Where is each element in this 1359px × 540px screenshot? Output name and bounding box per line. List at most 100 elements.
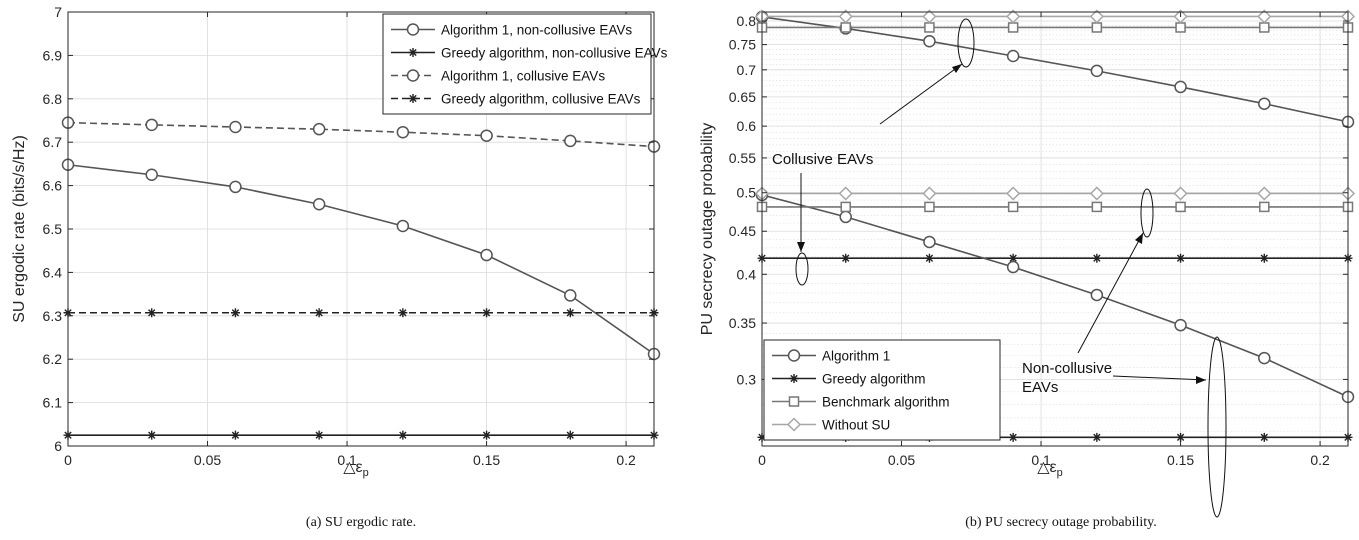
series-7-point xyxy=(1006,186,1021,201)
annotation-noncollusive: Non-collusive EAVs xyxy=(1022,360,1116,396)
axes-box-b xyxy=(761,11,1349,447)
y-tick-label: 6 xyxy=(54,438,62,454)
series-0-point xyxy=(923,34,936,48)
ticks-a: 0 0.05 0.1 0.15 0.2 6 6.1 6.2 6.3 6.4 6.5 6.6 6.7 6.8… xyxy=(43,4,654,468)
y-tick-label: 0.6 xyxy=(737,118,757,134)
series-3-point xyxy=(1257,9,1272,24)
y-tick-label: 6.4 xyxy=(43,264,63,280)
series-7-point xyxy=(1173,186,1188,201)
arrow-collusive-top-head xyxy=(952,64,962,73)
y-tick-label: 0.75 xyxy=(729,37,756,53)
series-3-point xyxy=(922,9,937,24)
y-tick-label: 6.7 xyxy=(43,134,63,150)
series-3-point xyxy=(565,308,575,318)
series-2-point xyxy=(564,134,577,148)
series-4-point xyxy=(1006,260,1020,274)
legend-marker xyxy=(406,69,420,82)
y-axis-label-b: PU secrecy outage probability xyxy=(699,123,716,336)
series-4-point xyxy=(1174,318,1187,332)
y-tick-label: 6.9 xyxy=(43,47,63,63)
series-2-point xyxy=(1259,22,1270,33)
series-1-point xyxy=(1092,253,1102,263)
series-0-point xyxy=(145,168,158,181)
legend-box xyxy=(763,339,1001,441)
grid-a xyxy=(67,11,654,447)
series-6-point xyxy=(1175,201,1186,213)
arrow-noncollusive-bottom-head xyxy=(1196,376,1206,384)
y-tick-label: 6.5 xyxy=(43,221,63,237)
annotation-noncollusive-line1: Non-collusive xyxy=(1022,360,1112,377)
series-1-point xyxy=(565,430,575,440)
x-tick-label: 0 xyxy=(64,452,72,468)
y-tick-label: 7 xyxy=(54,4,62,20)
legend-marker xyxy=(788,396,800,407)
series-3-point xyxy=(1006,9,1021,24)
legend-box xyxy=(382,13,652,115)
x-tick-label: 0.05 xyxy=(888,452,915,468)
y-tick-label: 6.3 xyxy=(43,308,63,324)
legend-a: Algorithm 1, non-collusive EAVs Greedy al… xyxy=(382,13,668,115)
series-6-point xyxy=(840,201,851,213)
x-tick-label: 0.15 xyxy=(473,452,500,468)
series-1-point xyxy=(314,430,324,440)
series-0-point xyxy=(480,248,493,262)
series-2-point xyxy=(1091,22,1103,33)
x-axis-label-b-sub: p xyxy=(1057,467,1063,479)
x-axis-label-a-sub: p xyxy=(363,467,369,479)
y-tick-label: 0.5 xyxy=(737,185,757,201)
series-7-point xyxy=(922,186,937,201)
series-2-point xyxy=(229,120,242,134)
series-2-point xyxy=(396,125,410,139)
y-tick-label: 6.1 xyxy=(43,395,63,411)
series-line-0 xyxy=(67,163,655,355)
series-5-point xyxy=(1259,432,1269,442)
panel-a: 0 0.05 0.1 0.15 0.2 6 6.1 6.2 6.3 6.4 6.5 6.6 6.7 6.8… xyxy=(11,4,668,530)
series-line-2 xyxy=(67,121,655,148)
series-4-point xyxy=(839,210,852,224)
y-tick-label: 6.2 xyxy=(43,351,63,367)
legend-label: Greedy algorithm, collusive EAVs xyxy=(441,92,641,107)
annotation-shapes xyxy=(795,18,1227,518)
caption-a: (a) SU ergodic rate. xyxy=(306,515,416,530)
arrow-collusive-top xyxy=(879,63,963,125)
series-0-point xyxy=(1258,97,1271,110)
series-0-point xyxy=(396,219,410,233)
series-3-point xyxy=(314,308,324,318)
y-tick-label: 6.8 xyxy=(43,91,63,107)
series-6-point xyxy=(1091,201,1103,213)
series-5-point xyxy=(1008,432,1018,442)
series-7-point xyxy=(1089,186,1104,201)
arrow-collusive-bottom-head xyxy=(797,242,805,252)
x-tick-label: 0.1 xyxy=(1031,452,1051,468)
series-6-point xyxy=(1007,201,1019,213)
series-0-point xyxy=(1090,64,1104,78)
series-0-point xyxy=(1174,80,1187,94)
series-2-point xyxy=(480,129,493,142)
legend-b: Algorithm 1 Greedy algorithm Benchmark alg… xyxy=(763,339,1001,441)
series-3-point xyxy=(230,308,240,318)
legend-marker xyxy=(408,48,418,57)
legend-label: Greedy algorithm xyxy=(822,372,926,387)
y-tick-label: 0.7 xyxy=(737,62,757,78)
series-1-point xyxy=(1259,253,1269,263)
series-1-point xyxy=(230,430,240,440)
x-axis-label-b-main: △ε xyxy=(1037,459,1056,476)
series-0-point xyxy=(312,198,326,211)
arrow-noncollusive-top xyxy=(1077,232,1144,354)
legend-label: Greedy algorithm, non-collusive EAVs xyxy=(441,46,668,61)
series-1-point xyxy=(1176,253,1186,263)
x-axis-label-a: △εp xyxy=(343,459,369,479)
legend-label: Algorithm 1, non-collusive EAVs xyxy=(441,23,632,38)
series-1-point xyxy=(398,430,408,440)
panel-b: 0 0.05 0.1 0.15 0.2 0.3 0.35 0.4 0.45 0.5 0.55 0.6 0… xyxy=(699,9,1356,530)
annotation-noncollusive-line2: EAVs xyxy=(1022,379,1058,396)
series-2-point xyxy=(1007,22,1019,33)
series-6-point xyxy=(1259,201,1270,213)
series-6-point xyxy=(924,201,935,213)
series-7-point xyxy=(838,186,853,201)
legend-label: Benchmark algorithm xyxy=(822,395,950,410)
series-3-point xyxy=(1089,9,1104,24)
x-tick-label: 0.2 xyxy=(616,452,636,468)
series-0-point xyxy=(564,289,577,302)
legend-marker xyxy=(408,94,418,103)
